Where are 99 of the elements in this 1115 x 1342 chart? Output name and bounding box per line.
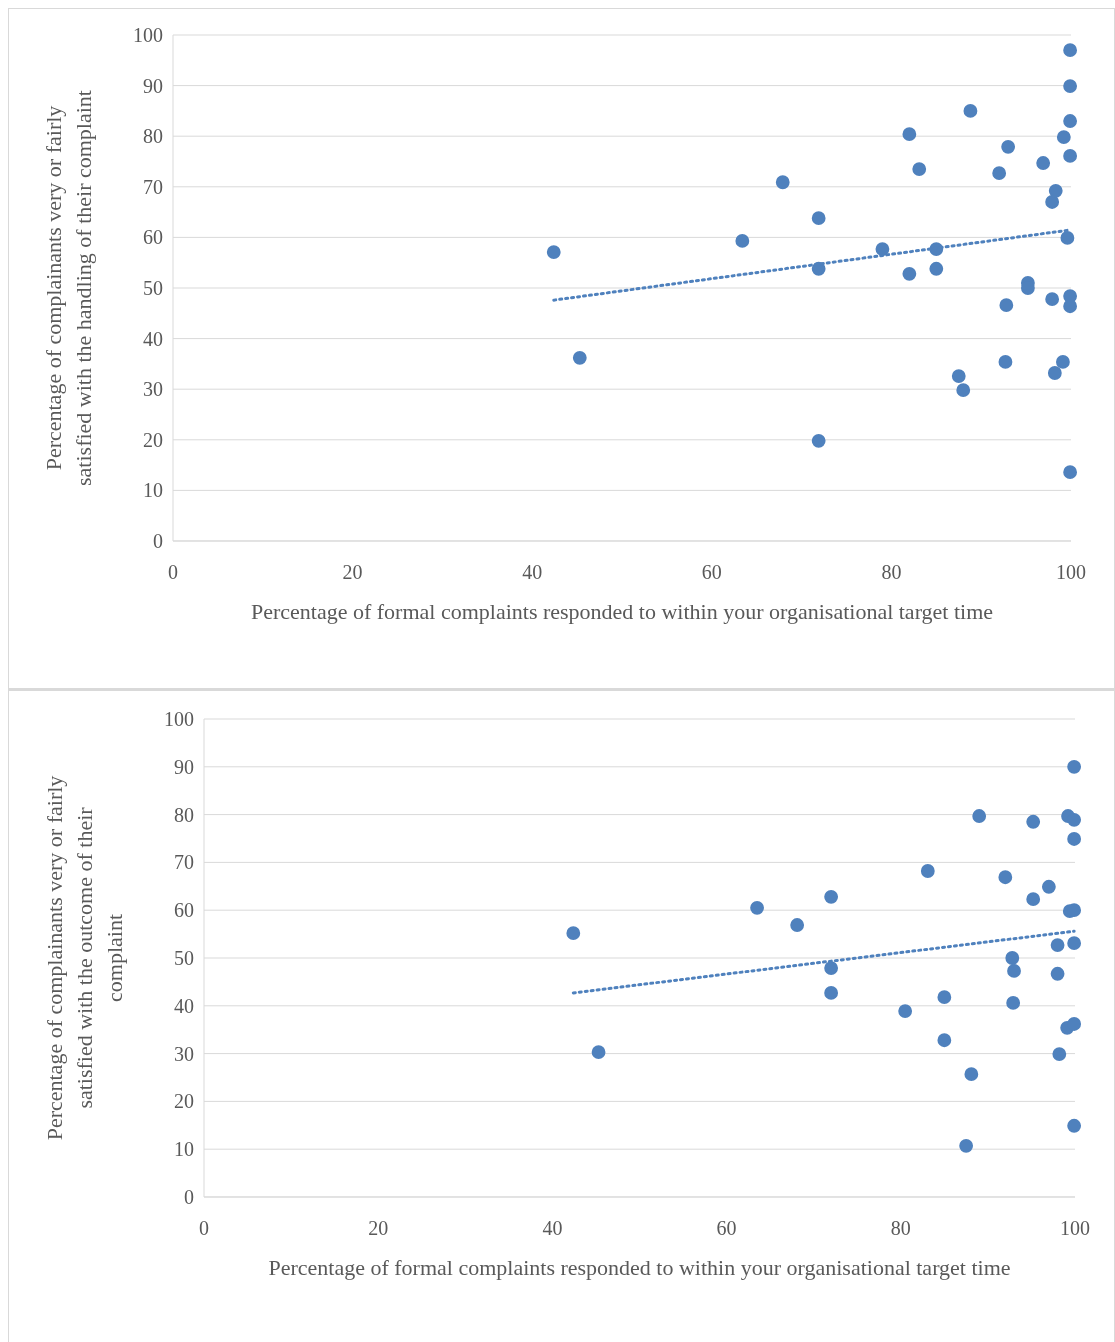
point xyxy=(1045,292,1060,307)
point xyxy=(1026,814,1041,829)
point xyxy=(1050,966,1065,981)
y-tick-label: 0 xyxy=(184,1186,194,1208)
point xyxy=(998,354,1013,369)
point xyxy=(1056,130,1071,145)
point xyxy=(1063,114,1078,128)
point xyxy=(1067,1017,1082,1031)
point xyxy=(999,298,1014,313)
x-tick-label: 100 xyxy=(1060,1217,1090,1239)
x-tick-label: 80 xyxy=(881,561,902,583)
x-axis-title: Percentage of formal complaints responded to within your organisational target time xyxy=(250,599,994,624)
point xyxy=(811,433,826,448)
point xyxy=(1067,812,1082,827)
point xyxy=(1063,43,1078,58)
point xyxy=(1063,149,1078,163)
point xyxy=(875,242,890,256)
point xyxy=(992,166,1007,181)
point xyxy=(1047,366,1062,380)
y-tick-label: 90 xyxy=(174,755,194,778)
point xyxy=(546,245,561,259)
x-tick-label: 80 xyxy=(890,1217,911,1239)
y-tick-label: 50 xyxy=(143,277,163,299)
point xyxy=(972,809,987,823)
x-tick-label: 100 xyxy=(1056,561,1086,583)
point xyxy=(1005,951,1020,965)
point xyxy=(1026,892,1041,907)
y-tick-label: 20 xyxy=(174,1090,194,1113)
point xyxy=(1052,1047,1067,1061)
y-tick-label: 60 xyxy=(174,899,194,922)
point xyxy=(1007,964,1021,978)
point xyxy=(951,369,966,383)
y-tick-label: 70 xyxy=(174,851,194,874)
point xyxy=(963,104,978,118)
point xyxy=(929,261,944,276)
point xyxy=(1056,354,1070,369)
point xyxy=(591,1045,606,1060)
x-tick-label: 40 xyxy=(522,561,543,583)
point xyxy=(1001,139,1016,154)
point xyxy=(1067,1118,1082,1133)
point xyxy=(1067,759,1082,774)
point xyxy=(937,1033,952,1048)
x-tick-label: 60 xyxy=(701,561,722,583)
point xyxy=(1048,183,1063,198)
y-tick-label: 100 xyxy=(164,708,194,730)
point xyxy=(1063,299,1078,314)
point xyxy=(566,926,581,941)
x-tick-label: 20 xyxy=(342,561,363,583)
x-tick-label: 20 xyxy=(368,1217,389,1239)
point xyxy=(1060,231,1075,245)
y-tick-label: 30 xyxy=(174,1042,194,1065)
point xyxy=(902,266,917,281)
point xyxy=(898,1004,913,1018)
y-tick-label: 70 xyxy=(143,175,163,198)
point xyxy=(824,986,839,1000)
point xyxy=(1063,465,1078,480)
x-tick-label: 60 xyxy=(716,1217,737,1239)
point xyxy=(750,900,764,915)
y-tick-label: 0 xyxy=(153,530,163,552)
point xyxy=(1067,936,1082,951)
point xyxy=(735,234,750,248)
point xyxy=(790,918,805,932)
y-tick-label: 100 xyxy=(133,24,163,46)
point xyxy=(1063,79,1078,93)
y-tick-label: 10 xyxy=(174,1138,194,1161)
point xyxy=(959,1138,974,1153)
point xyxy=(1067,832,1082,846)
point xyxy=(1006,996,1021,1010)
point xyxy=(1036,156,1051,170)
x-axis-title: Percentage of formal complaints responded to within your organisational target time xyxy=(268,1255,1011,1280)
point xyxy=(1041,879,1056,894)
x-tick-label: 0 xyxy=(199,1217,209,1239)
point xyxy=(998,870,1013,885)
point xyxy=(964,1067,979,1082)
point xyxy=(937,990,952,1005)
x-tick-label: 40 xyxy=(542,1217,563,1239)
y-tick-label: 40 xyxy=(143,327,163,350)
point xyxy=(920,864,935,878)
y-tick-label: 10 xyxy=(143,479,163,502)
y-tick-label: 30 xyxy=(143,378,163,401)
y-axis-title: Percentage of complainants very or fairly satisfied with the outcome of their complaint xyxy=(42,775,127,1141)
y-axis-title: Percentage of complainants very or fairly satisfied with the handling of their complaint xyxy=(41,90,96,486)
y-tick-label: 50 xyxy=(174,947,194,969)
y-tick-label: 80 xyxy=(174,803,194,826)
y-tick-label: 80 xyxy=(143,125,163,148)
point xyxy=(956,383,971,398)
y-tick-label: 20 xyxy=(143,428,163,451)
y-tick-label: 90 xyxy=(143,74,163,97)
point xyxy=(824,961,839,975)
point xyxy=(1050,938,1065,952)
point xyxy=(775,175,790,190)
y-tick-label: 60 xyxy=(143,226,163,249)
point xyxy=(1045,195,1060,209)
y-tick-label: 40 xyxy=(174,994,194,1017)
point xyxy=(912,162,927,176)
point xyxy=(902,127,917,142)
point xyxy=(824,889,839,904)
point xyxy=(572,350,587,365)
point xyxy=(811,211,826,226)
